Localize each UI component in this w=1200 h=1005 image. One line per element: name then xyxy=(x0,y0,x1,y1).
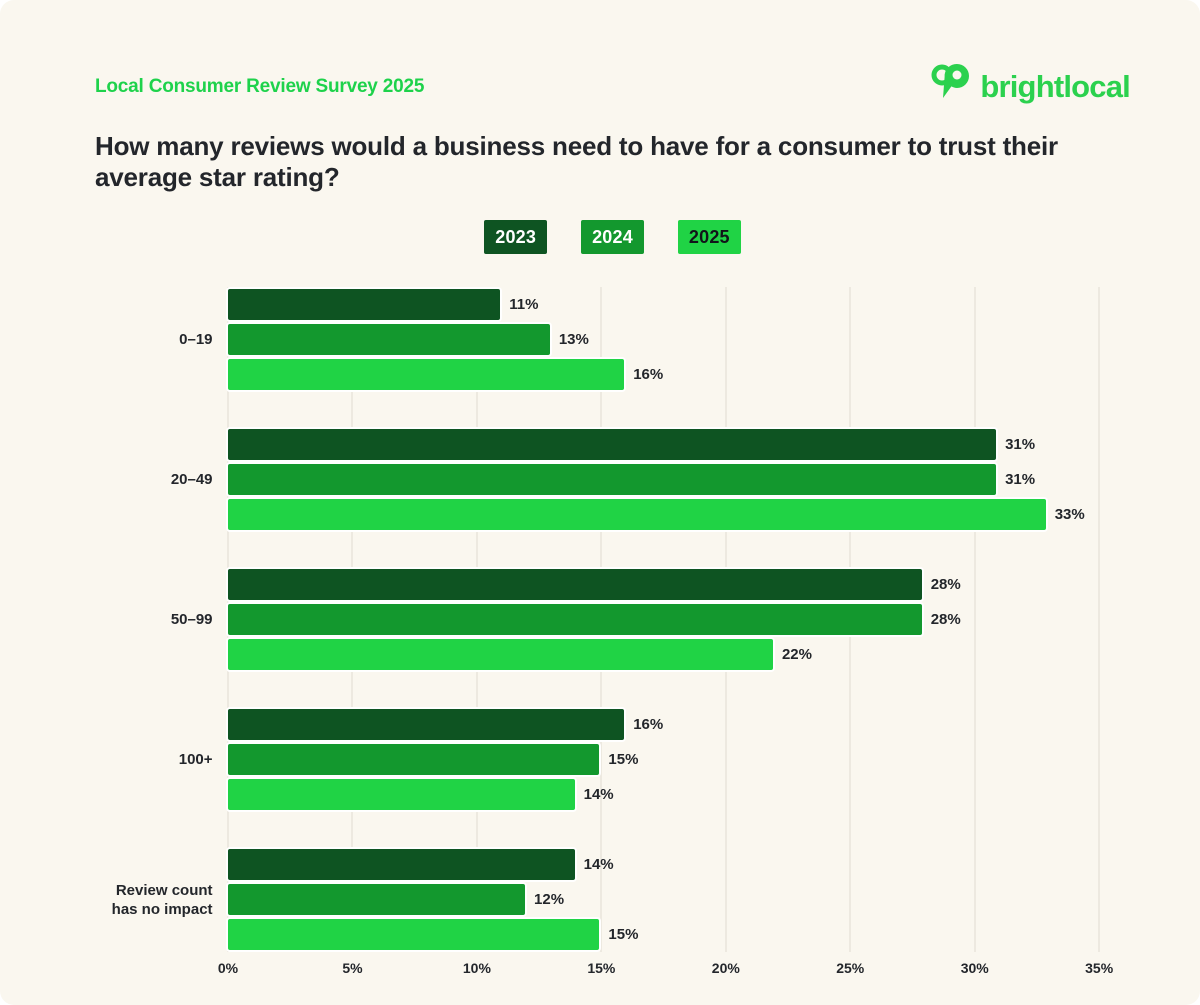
header: Local Consumer Review Survey 2025 bright… xyxy=(95,60,1131,113)
brightlocal-logo: brightlocal xyxy=(930,60,1131,113)
bar-2025 xyxy=(227,359,625,390)
bar-row: 12% xyxy=(227,882,1130,917)
legend-badge-2024: 2024 xyxy=(581,220,644,254)
bar-row: 13% xyxy=(227,322,1130,357)
logo-wordmark: brightlocal xyxy=(980,68,1130,104)
bar-value-label: 16% xyxy=(633,366,664,383)
gridline xyxy=(1098,287,1101,952)
bar-row: 28% xyxy=(227,567,1130,602)
bar-row: 14% xyxy=(227,847,1130,882)
bar-group: 100+ 16% 15% 14% xyxy=(95,707,1130,812)
bar-2025 xyxy=(227,779,575,810)
bar-group: 50–99 28% 28% 22% xyxy=(95,567,1130,672)
bar-value-label: 11% xyxy=(509,296,539,313)
bar-stack: 11% 13% 16% xyxy=(227,287,1130,392)
bar-stack: 16% 15% 14% xyxy=(227,707,1130,812)
bar-row: 16% xyxy=(227,357,1130,392)
bar-2024 xyxy=(227,324,550,355)
category-label: 0–19 xyxy=(179,331,213,348)
bar-2024 xyxy=(227,744,600,775)
bar-2023 xyxy=(227,849,575,880)
bar-value-label: 33% xyxy=(1054,506,1085,523)
bar-value-label: 12% xyxy=(534,891,565,908)
bar-value-label: 15% xyxy=(608,926,639,943)
bar-row: 15% xyxy=(227,917,1130,952)
category-label: Review count has no impact xyxy=(111,881,213,918)
bar-2023 xyxy=(227,289,501,320)
bar-value-label: 22% xyxy=(781,646,812,663)
bar-row: 16% xyxy=(227,707,1130,742)
x-axis-tick-label: 30% xyxy=(960,960,989,976)
x-axis-tick-label: 25% xyxy=(836,960,865,976)
bar-row: 31% xyxy=(227,427,1130,462)
category-label: 50–99 xyxy=(170,611,213,628)
bar-row: 15% xyxy=(227,742,1130,777)
bar-chart: 0–19 11% 13% 16% 20–49 31% 31% 33% 50–99 28% 28% 22… xyxy=(95,287,1130,982)
legend-badge-2025: 2025 xyxy=(677,220,741,254)
survey-eyebrow: Local Consumer Review Survey 2025 xyxy=(95,75,425,97)
bar-row: 11% xyxy=(227,287,1130,322)
bar-value-label: 31% xyxy=(1005,436,1036,453)
bar-2023 xyxy=(227,429,997,460)
bar-row: 22% xyxy=(227,637,1130,672)
bar-2024 xyxy=(227,464,997,495)
bar-2023 xyxy=(227,709,625,740)
x-axis-tick-label: 0% xyxy=(217,960,239,976)
bar-2024 xyxy=(227,604,922,635)
bar-value-label: 13% xyxy=(558,331,589,348)
chart-legend: 2023 2024 2025 xyxy=(95,220,1130,254)
bar-stack: 14% 12% 15% xyxy=(227,847,1130,952)
bar-value-label: 14% xyxy=(583,856,614,873)
x-axis-tick-label: 20% xyxy=(711,960,740,976)
category-label: 100+ xyxy=(178,751,213,768)
gridline xyxy=(973,287,976,952)
bar-2025 xyxy=(227,499,1046,530)
bar-row: 14% xyxy=(227,777,1130,812)
chart-body: 0–19 11% 13% 16% 20–49 31% 31% 33% 50–99 28% 28% 22… xyxy=(95,287,1130,952)
bar-value-label: 31% xyxy=(1005,471,1036,488)
x-axis-tick-label: 15% xyxy=(587,960,616,976)
bar-value-label: 15% xyxy=(608,751,639,768)
x-axis-tick-label: 10% xyxy=(462,960,491,976)
map-pin-heart-icon xyxy=(930,60,974,113)
bar-group: 20–49 31% 31% 33% xyxy=(95,427,1130,532)
x-axis-tick-label: 35% xyxy=(1085,960,1114,976)
bar-value-label: 28% xyxy=(930,576,961,593)
bar-value-label: 28% xyxy=(930,611,961,628)
bar-row: 28% xyxy=(227,602,1130,637)
bar-2025 xyxy=(227,639,773,670)
bar-stack: 31% 31% 33% xyxy=(227,427,1130,532)
bar-group: 0–19 11% 13% 16% xyxy=(95,287,1130,392)
bar-row: 31% xyxy=(227,462,1130,497)
x-axis: 0% 5% 10% 15% 20% 25% 30% 35% xyxy=(218,960,1134,982)
x-axis-tick-label: 5% xyxy=(342,960,363,976)
legend-badge-2023: 2023 xyxy=(484,220,548,254)
bar-2023 xyxy=(227,569,922,600)
bar-row: 33% xyxy=(227,497,1130,532)
bar-value-label: 16% xyxy=(633,716,664,733)
bar-2025 xyxy=(227,919,600,950)
bar-2024 xyxy=(227,884,526,915)
bar-value-label: 14% xyxy=(583,786,614,803)
category-label: 20–49 xyxy=(170,471,213,488)
bar-stack: 28% 28% 22% xyxy=(227,567,1130,672)
bar-group: Review count has no impact 14% 12% 15% xyxy=(95,847,1130,952)
chart-title: How many reviews would a business need t… xyxy=(95,131,1058,192)
